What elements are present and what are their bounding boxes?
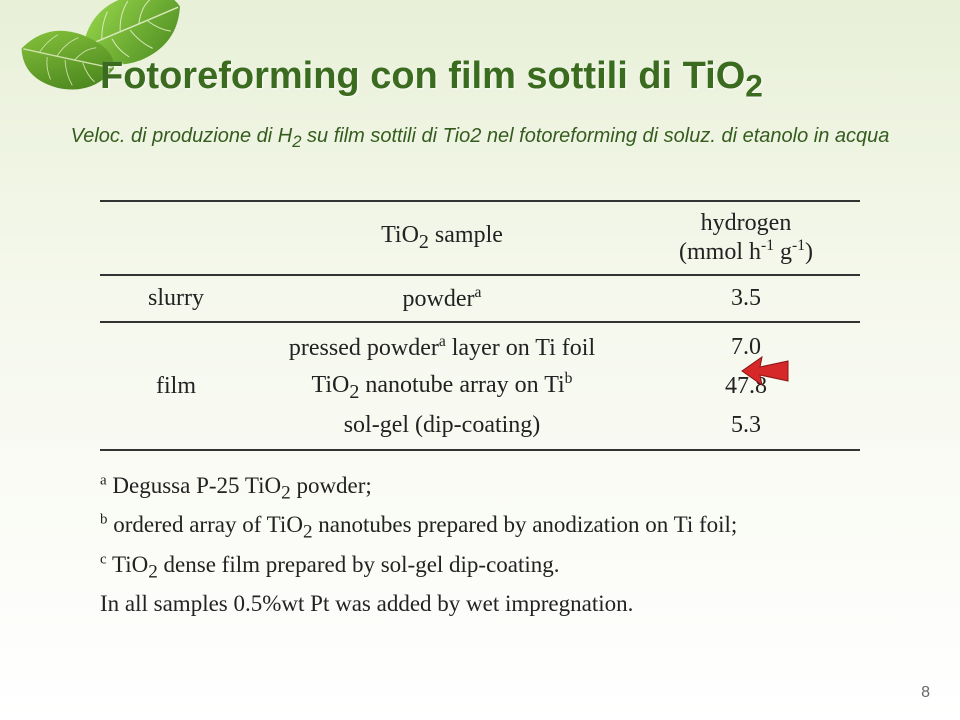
table-row: slurry powdera 3.5 <box>100 275 860 322</box>
highlight-arrow-icon <box>740 353 790 389</box>
page-number: 8 <box>921 684 930 702</box>
slide-title: Fotoreforming con film sottili di TiO2 <box>100 55 763 105</box>
slide-subtitle: Veloc. di produzione di H2 su film sotti… <box>0 125 960 152</box>
footnotes: a Degussa P-25 TiO2 powder; b ordered ar… <box>100 470 860 622</box>
table-row: sol-gel (dip-coating) 5.3 <box>100 408 860 450</box>
table-header: TiO2 sample hydrogen (mmol h-1 g-1) <box>100 201 860 275</box>
data-table: TiO2 sample hydrogen (mmol h-1 g-1) slur… <box>100 200 860 451</box>
